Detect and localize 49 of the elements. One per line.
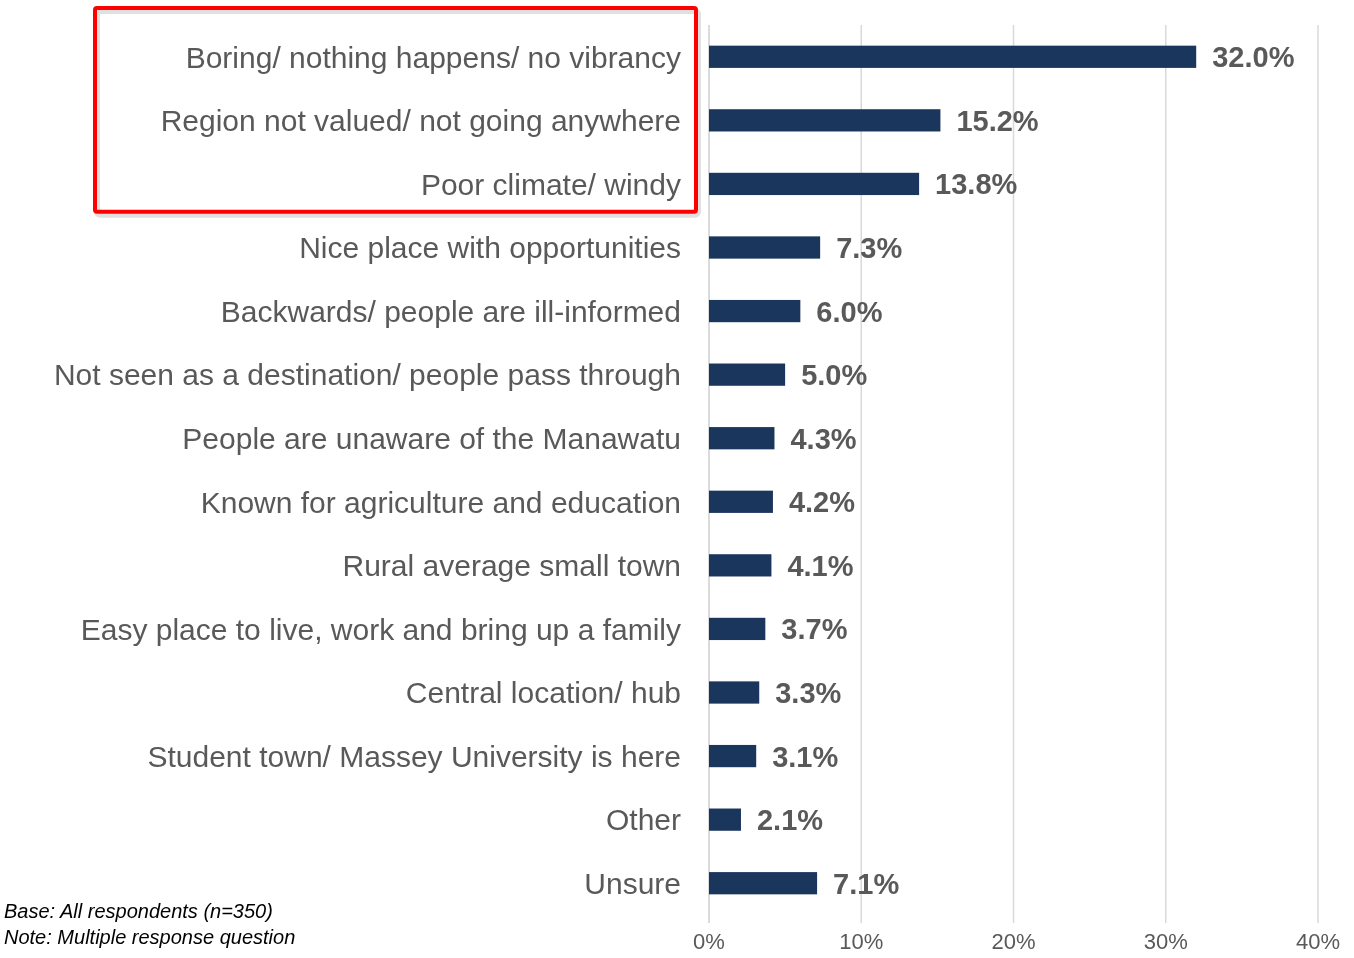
- x-tick-label: 40%: [1295, 929, 1341, 954]
- y-tick-label: Boring/ nothing happens/ no vibrancy: [185, 40, 681, 74]
- bar: [709, 872, 818, 895]
- data-label: 3.3%: [775, 676, 842, 709]
- data-label: 4.2%: [788, 486, 856, 519]
- bar: [709, 172, 920, 196]
- y-tick-label: Unsure: [584, 867, 681, 901]
- text: Note: Multiple response question: [4, 926, 296, 948]
- data-label: 13.8%: [935, 168, 1018, 201]
- y-tick-label: Student town/ Massey University is here: [147, 739, 681, 773]
- y-tick-label: Region not valued/ not going anywhere: [160, 104, 681, 138]
- data-label: 15.2%: [956, 104, 1039, 137]
- bar: [709, 744, 757, 768]
- data-label: 7.1%: [833, 867, 900, 900]
- bar: [709, 617, 766, 641]
- x-tick-label: 0%: [693, 929, 725, 954]
- data-label: 3.1%: [772, 740, 839, 773]
- x-tick-label: 20%: [991, 929, 1036, 954]
- data-label: 32.0%: [1212, 41, 1295, 74]
- data-label: 5.0%: [801, 359, 868, 392]
- bar: [709, 808, 741, 831]
- data-label: 3.7%: [781, 613, 848, 646]
- bar: [709, 363, 786, 386]
- y-tick-label: Poor climate/ windy: [420, 167, 681, 201]
- bar: [709, 236, 821, 259]
- bar: [709, 490, 773, 513]
- data-label: 4.3%: [790, 422, 857, 455]
- bar: [709, 109, 941, 132]
- bar: [709, 299, 801, 323]
- y-tick-label: Rural average small town: [342, 549, 681, 583]
- y-tick-label: Nice place with opportunities: [299, 231, 681, 265]
- bar: [709, 554, 772, 577]
- y-tick-label: Backwards/ people are ill-informed: [220, 294, 681, 328]
- bar: [709, 681, 760, 704]
- data-label: 2.1%: [756, 804, 824, 837]
- y-tick-label: Other: [605, 803, 682, 837]
- text: Base: All respondents (n=350): [4, 900, 273, 922]
- x-tick-label: 30%: [1143, 929, 1188, 954]
- y-tick-label: People are unaware of the Manawatu: [182, 422, 681, 456]
- y-tick-label: Known for agriculture and education: [200, 485, 681, 519]
- y-tick-label: Not seen as a destination/ people pass through: [53, 358, 681, 392]
- y-tick-label: Central location/ hub: [405, 676, 681, 710]
- data-label: 6.0%: [816, 295, 883, 328]
- data-label: 4.1%: [787, 549, 854, 582]
- y-tick-label: Easy place to live, work and bring up a family: [80, 612, 681, 646]
- bar: [709, 45, 1197, 68]
- x-tick-label: 10%: [839, 929, 884, 954]
- bar: [709, 427, 775, 450]
- data-label: 7.3%: [836, 231, 903, 264]
